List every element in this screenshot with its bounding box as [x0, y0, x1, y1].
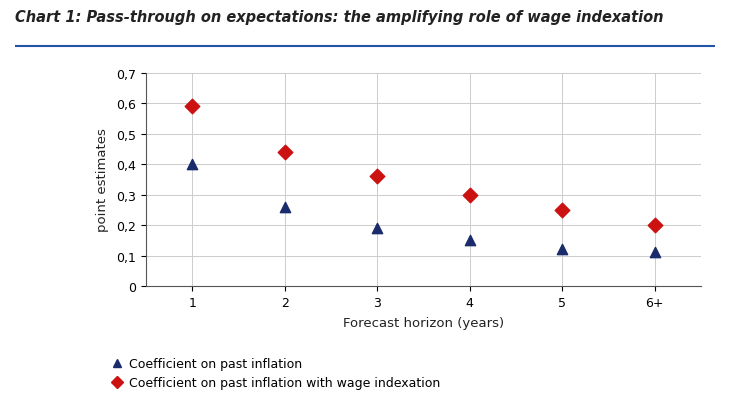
- Text: Chart 1: Pass-through on expectations: the amplifying role of wage indexation: Chart 1: Pass-through on expectations: t…: [15, 10, 663, 25]
- Y-axis label: point estimates: point estimates: [96, 128, 109, 232]
- Point: [372, 225, 383, 232]
- Point: [556, 207, 568, 213]
- Legend: Coefficient on past inflation, Coefficient on past inflation with wage indexatio: Coefficient on past inflation, Coefficie…: [106, 352, 445, 394]
- X-axis label: Forecast horizon (years): Forecast horizon (years): [343, 316, 504, 329]
- Point: [649, 222, 661, 229]
- Point: [556, 247, 568, 253]
- Point: [464, 238, 475, 244]
- Point: [279, 149, 291, 156]
- Point: [279, 204, 291, 211]
- Point: [372, 174, 383, 180]
- Point: [649, 249, 661, 256]
- Point: [186, 104, 198, 110]
- Point: [464, 192, 475, 198]
- Point: [186, 162, 198, 168]
